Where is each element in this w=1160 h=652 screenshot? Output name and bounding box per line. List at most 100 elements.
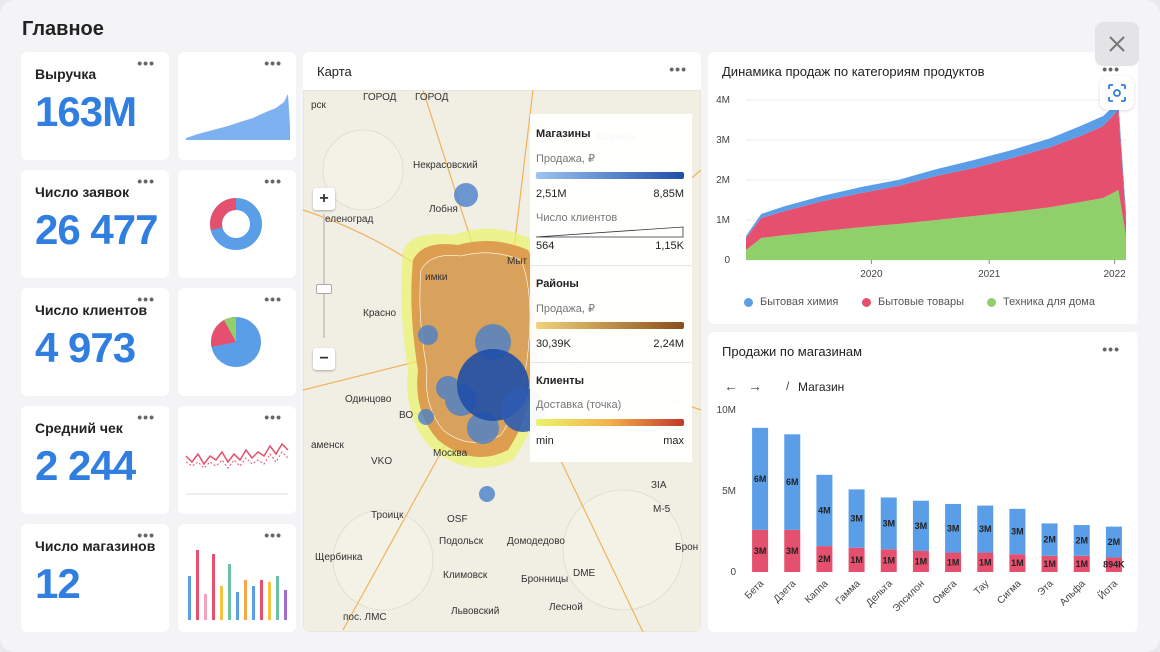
bar-value-label: 1M: [979, 557, 992, 567]
zoom-out-button[interactable]: −: [313, 348, 335, 370]
forward-arrow-icon[interactable]: →: [748, 378, 762, 394]
map-place-label: ГОРОД: [363, 92, 397, 103]
map-place-label: Бронницы: [521, 574, 568, 585]
more-icon[interactable]: •••: [137, 55, 155, 71]
x-tick-label: Тау: [972, 578, 991, 597]
legend-item[interactable]: Бытовые товары: [862, 296, 964, 308]
area-chart-card: Динамика продаж по категориям продуктов …: [708, 52, 1138, 324]
mini-bar: [244, 580, 247, 620]
x-tick-label: Дзета: [772, 578, 799, 605]
mini-area-chart: [186, 94, 290, 140]
area-chart: 0 1M 2M 3M 4M 2020 2021 2022: [716, 95, 1126, 280]
pie-slice-green: [224, 316, 236, 342]
bar-segment-low: [1105, 557, 1122, 572]
bar-chart-card: Продажи по магазинам ••• ← → / Магазин 0…: [708, 332, 1138, 632]
kpi-card-revenue: Выручка 163M •••: [21, 52, 169, 160]
bar-value-label: 3M: [786, 546, 799, 556]
bar-value-label: 2M: [818, 554, 831, 564]
mini-bar-chart: [188, 550, 287, 620]
kpi-value: 26 477: [35, 206, 158, 253]
more-icon[interactable]: •••: [264, 291, 282, 307]
bar-chart-title: Продажи по магазинам: [722, 344, 863, 359]
more-icon[interactable]: •••: [137, 527, 155, 543]
legend-label: Техника для дома: [1003, 296, 1095, 308]
mini-line-chart: [185, 442, 289, 495]
line-series: [185, 442, 289, 466]
mini-bar: [188, 576, 191, 620]
more-icon[interactable]: •••: [137, 291, 155, 307]
legend-heat-max: max: [663, 435, 684, 447]
bar-segment-high: [1073, 525, 1090, 556]
breadcrumb[interactable]: Магазин: [798, 380, 845, 394]
x-tick-label: Дельта: [864, 578, 895, 609]
screenshot-icon: [1108, 84, 1126, 102]
more-icon[interactable]: •••: [669, 61, 687, 77]
kpi-label: Средний чек: [35, 420, 123, 436]
y-tick-label: 0: [724, 255, 730, 266]
zoom-slider-handle[interactable]: [316, 284, 332, 294]
more-icon[interactable]: •••: [1102, 341, 1120, 357]
mini-bar: [220, 586, 223, 620]
mini-pie-chart: [210, 316, 261, 367]
bar-segment-low: [816, 546, 833, 572]
legend-shops-title: Магазины: [536, 128, 591, 140]
bar-value-label: 3M: [882, 518, 895, 528]
map-place-label: Подольск: [439, 536, 484, 547]
map-place-label: DME: [573, 568, 596, 579]
map-place-label: Львовский: [451, 606, 499, 617]
legend-divider: [530, 265, 692, 266]
more-icon[interactable]: •••: [264, 55, 282, 71]
x-tick-label: Альфа: [1057, 577, 1088, 608]
bar-segment-low: [1073, 555, 1090, 572]
kpi-value: 12: [35, 560, 81, 607]
bar-segment-high: [784, 434, 801, 530]
legend-item[interactable]: Бытовая химия: [744, 296, 838, 308]
legend-districts-max: 2,24M: [653, 338, 684, 350]
x-tick-label: Эта: [1036, 578, 1056, 598]
close-button[interactable]: [1095, 22, 1139, 66]
mini-bar: [196, 550, 199, 620]
kpi-card-orders: Число заявок 26 477 •••: [21, 170, 169, 278]
y-tick-label: 5M: [722, 486, 736, 497]
y-tick-label: 0: [730, 567, 736, 578]
map-place-label: Лобня: [429, 203, 458, 215]
more-icon[interactable]: •••: [264, 173, 282, 189]
area-series-blue: [746, 102, 1126, 238]
legend-districts-title: Районы: [536, 278, 579, 290]
legend-item[interactable]: Техника для дома: [987, 296, 1095, 308]
x-tick-label: Каппа: [803, 578, 831, 606]
map-place-label: Одинцово: [345, 394, 392, 405]
legend-dot-red: [862, 297, 871, 307]
zoom-in-button[interactable]: +: [313, 188, 335, 210]
bar-value-label: 3M: [947, 523, 960, 533]
kpi-card-clients: Число клиентов 4 973 •••: [21, 288, 169, 396]
back-arrow-icon[interactable]: ←: [724, 378, 738, 394]
screenshot-button[interactable]: [1100, 76, 1134, 110]
kpi-card-shops: Число магазинов 12 •••: [21, 524, 169, 632]
bar-segment-high: [1041, 523, 1058, 556]
mini-bar: [268, 582, 271, 620]
bar-segment-low: [752, 529, 769, 572]
more-icon[interactable]: •••: [137, 173, 155, 189]
bar-value-label: 6M: [786, 477, 799, 487]
mini-bar: [204, 594, 207, 620]
bar-value-label: 3M: [754, 546, 767, 556]
bar-value-label: 1M: [1075, 559, 1088, 569]
area-series-red: [746, 110, 1126, 250]
more-icon[interactable]: •••: [137, 409, 155, 425]
legend-label: Бытовые товары: [878, 296, 964, 308]
mini-donut-card: •••: [178, 170, 296, 278]
map-place-label: рск: [311, 100, 327, 111]
more-icon[interactable]: •••: [264, 409, 282, 425]
bar-segment-high: [880, 497, 897, 550]
bar-segment-high: [977, 505, 994, 553]
map-place-label: Брон: [675, 542, 698, 553]
map-place-label: Москва: [433, 448, 468, 459]
bar-value-label: 2M: [1108, 537, 1121, 547]
kpi-label: Число клиентов: [35, 302, 148, 318]
more-icon[interactable]: •••: [264, 527, 282, 543]
kpi-value: 4 973: [35, 324, 136, 371]
bar-segment-low: [784, 529, 801, 572]
map-place-label: Троицк: [371, 510, 404, 521]
